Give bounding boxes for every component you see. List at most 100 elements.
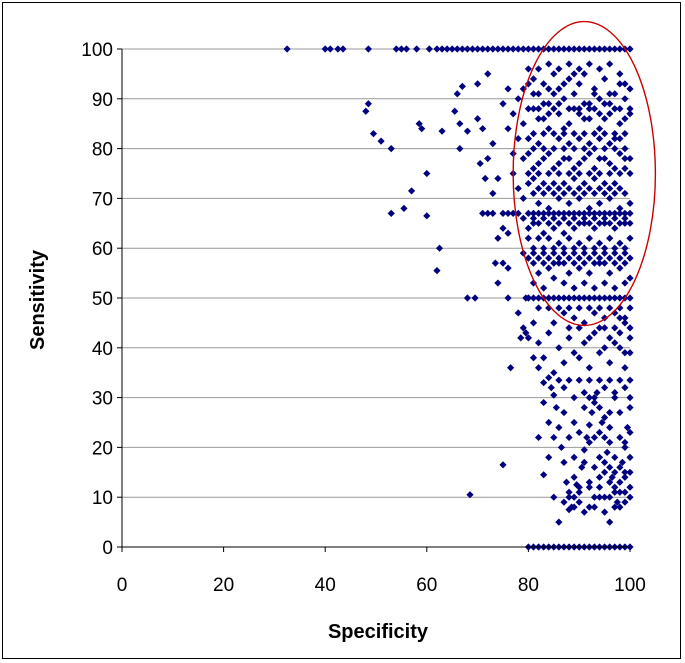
data-point-8 — [402, 45, 411, 53]
data-point-347 — [626, 105, 634, 113]
data-point-533 — [626, 254, 634, 262]
data-point-84 — [494, 234, 502, 242]
data-point-171 — [550, 369, 558, 377]
data-point-301 — [611, 259, 619, 267]
data-point-550 — [611, 309, 619, 317]
data-point-2 — [326, 45, 334, 53]
data-point-62 — [456, 120, 464, 128]
data-point-14 — [448, 45, 456, 53]
data-point-278 — [580, 130, 588, 138]
data-point-33 — [545, 45, 553, 53]
x-tick-label-0: 0 — [117, 575, 128, 596]
data-point-313 — [514, 95, 522, 103]
data-point-214 — [545, 294, 553, 302]
data-point-494 — [529, 214, 538, 222]
data-point-260 — [606, 169, 614, 178]
data-point-454 — [524, 80, 532, 88]
data-point-505 — [540, 249, 548, 257]
data-point-354 — [560, 125, 568, 133]
data-point-539 — [585, 105, 593, 113]
data-point-484 — [529, 164, 538, 173]
data-point-233 — [534, 209, 543, 217]
data-point-593 — [601, 458, 609, 466]
data-point-18 — [468, 45, 477, 53]
data-point-396 — [580, 219, 588, 227]
data-point-510 — [590, 249, 599, 257]
data-point-369 — [626, 154, 634, 163]
data-point-370 — [621, 164, 629, 173]
data-point-329 — [595, 95, 604, 103]
data-point-199 — [580, 403, 588, 412]
data-point-374 — [580, 179, 588, 188]
data-point-446 — [504, 85, 512, 93]
data-point-459 — [575, 135, 583, 143]
data-point-221 — [580, 294, 588, 302]
data-point-388 — [595, 199, 604, 207]
data-point-391 — [626, 199, 634, 207]
data-point-286 — [560, 244, 568, 252]
data-point-600 — [626, 468, 634, 476]
data-point-235 — [545, 209, 553, 217]
data-point-503 — [621, 214, 629, 222]
data-point-234 — [540, 209, 548, 217]
data-point-343 — [585, 115, 593, 123]
data-point-570 — [606, 304, 614, 312]
data-point-430 — [595, 239, 604, 247]
data-point-13 — [443, 45, 451, 53]
data-point-543 — [626, 110, 634, 118]
data-point-545 — [560, 309, 568, 317]
data-point-442 — [606, 60, 614, 68]
data-point-429 — [585, 234, 593, 242]
data-point-618 — [580, 508, 588, 516]
data-point-435 — [555, 65, 563, 73]
data-point-68 — [456, 145, 464, 153]
data-point-86 — [504, 229, 512, 237]
data-point-30 — [529, 45, 538, 53]
data-point-379 — [529, 174, 538, 183]
data-point-212 — [534, 294, 543, 302]
data-point-418 — [570, 284, 578, 292]
data-point-302 — [621, 259, 629, 267]
data-point-184 — [611, 324, 619, 332]
data-point-397 — [570, 224, 578, 232]
y-tick-label-60: 60 — [92, 239, 113, 260]
data-point-323 — [565, 75, 573, 83]
data-point-474 — [529, 90, 538, 98]
data-point-296 — [560, 259, 568, 267]
data-point-462 — [606, 140, 614, 148]
y-tick-label-20: 20 — [92, 438, 113, 459]
data-point-99 — [474, 80, 482, 88]
data-point-390 — [616, 204, 624, 212]
data-point-516 — [555, 219, 563, 227]
data-point-232 — [529, 209, 538, 217]
data-point-262 — [626, 169, 634, 178]
data-point-321 — [555, 85, 563, 93]
data-point-92 — [463, 294, 472, 302]
data-point-128 — [540, 471, 548, 479]
data-point-495 — [540, 214, 548, 222]
data-point-565 — [555, 304, 563, 312]
data-point-525 — [545, 254, 553, 262]
data-point-508 — [570, 249, 578, 257]
data-point-598 — [611, 468, 619, 476]
data-point-603 — [595, 473, 604, 481]
data-point-49 — [626, 45, 634, 53]
data-point-580 — [621, 384, 629, 392]
data-point-77 — [479, 209, 487, 217]
data-point-304 — [540, 189, 548, 198]
data-point-22 — [489, 45, 497, 53]
data-point-143 — [585, 421, 593, 429]
data-point-38 — [570, 45, 578, 53]
data-point-541 — [606, 100, 614, 108]
data-point-248 — [611, 209, 619, 217]
data-point-411 — [616, 264, 624, 272]
data-point-42 — [590, 45, 599, 53]
x-tick-label-80: 80 — [518, 575, 539, 596]
data-point-559 — [616, 329, 624, 337]
data-point-194 — [616, 376, 624, 384]
data-point-607 — [606, 493, 614, 501]
data-point-190 — [575, 376, 583, 384]
data-point-67 — [423, 212, 431, 220]
data-point-461 — [595, 135, 604, 143]
